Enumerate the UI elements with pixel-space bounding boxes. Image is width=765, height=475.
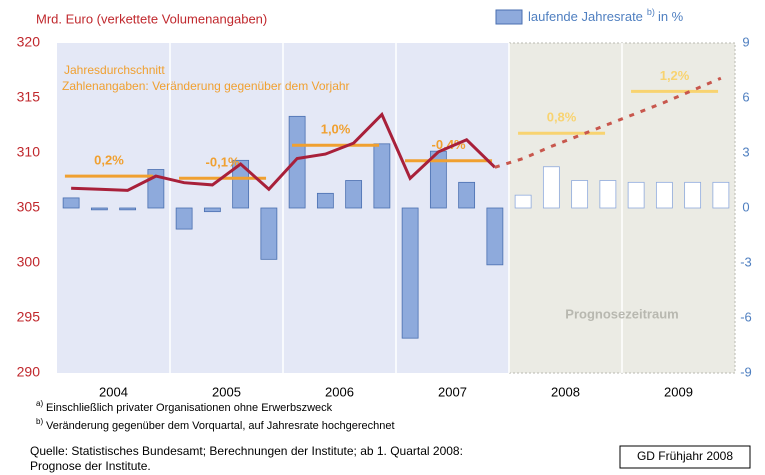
forecast-label: Prognosezeitraum <box>565 306 678 321</box>
y-tick-label: 310 <box>17 144 41 160</box>
bar <box>288 115 306 209</box>
annual-change-label: 0,2% <box>94 153 124 168</box>
y-tick-label: 290 <box>17 364 41 380</box>
legend-suffix: in % <box>658 9 684 24</box>
x-tick-label: 2006 <box>325 384 354 399</box>
badge-box <box>619 445 751 469</box>
x-tick-label: 2004 <box>99 384 128 399</box>
bar <box>542 166 560 209</box>
bar <box>514 194 532 209</box>
y-tick-label: 305 <box>17 199 41 215</box>
x-tick-label: 2009 <box>664 384 693 399</box>
y-tick-label: 300 <box>17 254 41 270</box>
bar <box>627 181 645 209</box>
bar <box>232 159 250 209</box>
annual-change-label: -0,4% <box>432 137 466 152</box>
x-tick-label: 2008 <box>551 384 580 399</box>
y2-tick-label: 3 <box>742 144 749 159</box>
y-tick-label: 315 <box>17 89 41 105</box>
bar <box>62 197 80 209</box>
legend-label: laufende Jahresrate b) in % <box>528 7 684 24</box>
average-subtitle: Zahlenangaben: Veränderung gegenüber dem… <box>62 79 350 93</box>
bar <box>684 181 702 209</box>
bar <box>655 181 673 209</box>
bar <box>599 180 617 209</box>
y2-tick-label: 0 <box>742 199 749 214</box>
level-line <box>494 76 722 169</box>
bar <box>373 143 391 209</box>
y2-tick-label: -3 <box>740 254 752 269</box>
bar <box>90 207 108 211</box>
footnote: Veränderung gegenüber dem Vorquartal, au… <box>46 420 395 432</box>
legend-swatch <box>495 9 523 25</box>
bar <box>316 192 334 209</box>
x-tick-label: 2007 <box>438 384 467 399</box>
y-axis-label: Mrd. Euro (verkettete Volumenangaben) <box>36 11 267 26</box>
bar <box>175 207 193 230</box>
average-title: Jahresdurchschnitt <box>64 63 165 77</box>
y-tick-label: 295 <box>17 309 41 325</box>
y2-tick-label: -9 <box>740 364 752 379</box>
footnote-mark: b) <box>36 417 43 426</box>
y-tick-label: 320 <box>17 34 41 50</box>
bar <box>345 180 363 209</box>
annual-change-label: 1,0% <box>321 122 351 137</box>
bar <box>486 207 504 266</box>
legend-superscript: b) <box>647 7 655 17</box>
footnote: Einschließlich privater Organisationen o… <box>46 402 333 414</box>
bar <box>458 181 476 209</box>
bar <box>203 207 221 213</box>
annual-change-label: -0,1% <box>206 155 240 170</box>
bar <box>712 181 730 209</box>
annual-change-label: 0,8% <box>547 110 577 125</box>
x-tick-label: 2005 <box>212 384 241 399</box>
bar <box>260 207 278 260</box>
bar <box>401 207 419 339</box>
badge: GD Frühjahr 2008 <box>637 449 733 463</box>
y2-tick-label: -6 <box>740 309 752 324</box>
level-line <box>71 111 496 192</box>
y2-tick-label: 6 <box>742 89 749 104</box>
source: Quelle: Statistisches Bundesamt; Berechn… <box>30 444 463 458</box>
legend-name: laufende Jahresrate <box>528 9 643 24</box>
source: Prognose der Institute. <box>30 459 151 473</box>
bar <box>571 180 589 209</box>
y2-tick-label: 9 <box>742 34 749 49</box>
bar <box>119 207 137 211</box>
footnote-mark: a) <box>36 399 43 408</box>
annual-change-label: 1,2% <box>660 68 690 83</box>
